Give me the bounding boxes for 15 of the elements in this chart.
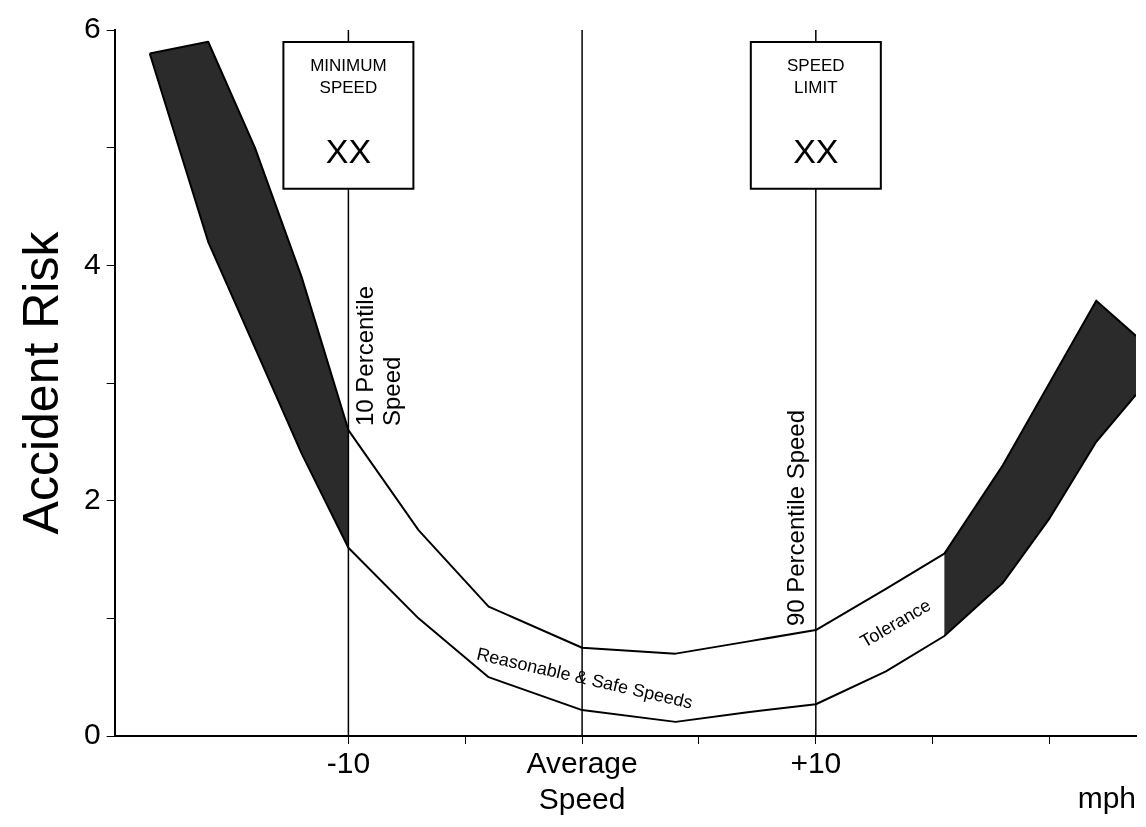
x-tick-label: -10 bbox=[326, 746, 371, 780]
ref-line-label: 90 Percentile Speed bbox=[782, 409, 810, 627]
annotation: SPEED LIMIT bbox=[787, 56, 845, 97]
y-tick-label: 6 bbox=[84, 11, 101, 45]
x-tick-label: Average Speed bbox=[526, 746, 638, 816]
x-axis-title: mph bbox=[1077, 781, 1136, 815]
x-tick-label: +10 bbox=[790, 746, 842, 780]
annotation: MINIMUM SPEED bbox=[310, 56, 387, 97]
annotation: XX bbox=[793, 131, 839, 170]
ref-line-label: 10 Percentile Speed bbox=[351, 285, 406, 427]
y-tick-label: 4 bbox=[84, 246, 101, 280]
y-tick-label: 2 bbox=[84, 481, 101, 515]
y-axis-title: Accident Risk bbox=[12, 230, 69, 535]
y-tick-label: 0 bbox=[84, 717, 101, 751]
annotation: XX bbox=[325, 131, 372, 170]
